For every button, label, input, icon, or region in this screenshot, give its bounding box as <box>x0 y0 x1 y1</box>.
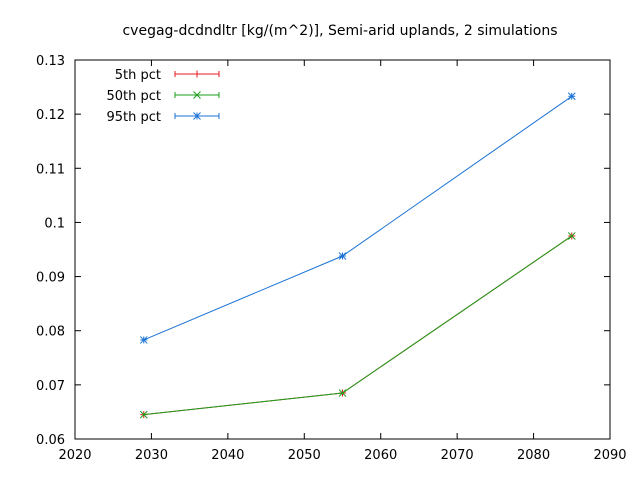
x-tick-label: 2050 <box>288 448 321 463</box>
plot-frame <box>74 59 611 440</box>
data-point <box>567 232 576 240</box>
legend-item: 5th pct <box>115 68 220 83</box>
series-2 <box>139 92 576 344</box>
x-tick-label: 2040 <box>211 448 244 463</box>
x-tick-label: 2080 <box>517 448 550 463</box>
series-1 <box>139 232 576 419</box>
series-0 <box>140 232 576 419</box>
series-line <box>143 235 573 416</box>
y-tick-label: 0.08 <box>36 325 65 340</box>
y-tick-label: 0.12 <box>36 108 65 123</box>
data-point <box>139 336 148 344</box>
legend-item: 95th pct <box>106 110 220 125</box>
data-point <box>567 92 576 101</box>
x-tick-label: 2090 <box>593 448 626 463</box>
y-tick-label: 0.06 <box>36 433 65 448</box>
series-layer <box>139 92 576 419</box>
legend-label: 5th pct <box>115 68 161 83</box>
x-tick-label: 2030 <box>135 448 168 463</box>
x-tick-label: 2020 <box>58 448 91 463</box>
legend-label: 50th pct <box>106 89 161 104</box>
chart-title: cvegag-dcdndltr [kg/(m^2)], Semi-arid up… <box>122 23 557 39</box>
data-point <box>139 410 148 419</box>
series-line <box>143 235 573 416</box>
y-tick-label: 0.13 <box>36 54 65 69</box>
x-tick-label: 2070 <box>441 448 474 463</box>
y-tick-label: 0.09 <box>36 271 65 286</box>
legend-item: 50th pct <box>106 89 220 104</box>
x-tick-label: 2060 <box>364 448 397 463</box>
y-tick-label: 0.07 <box>36 379 65 394</box>
legend-label: 95th pct <box>106 110 161 125</box>
y-tick-label: 0.11 <box>36 162 65 177</box>
legend-marker <box>193 91 201 99</box>
data-point <box>338 252 347 260</box>
legend-marker <box>193 112 201 120</box>
axes: 2020 2030 2040 2050 2060 2070 2080 2090 0.06 0.07… <box>36 54 627 463</box>
legend-marker <box>193 70 201 78</box>
series-line <box>143 95 573 341</box>
y-tick-label: 0.1 <box>44 216 65 231</box>
legend: 5th pct 50th pct 95th pct <box>106 68 220 125</box>
data-point <box>338 389 347 397</box>
